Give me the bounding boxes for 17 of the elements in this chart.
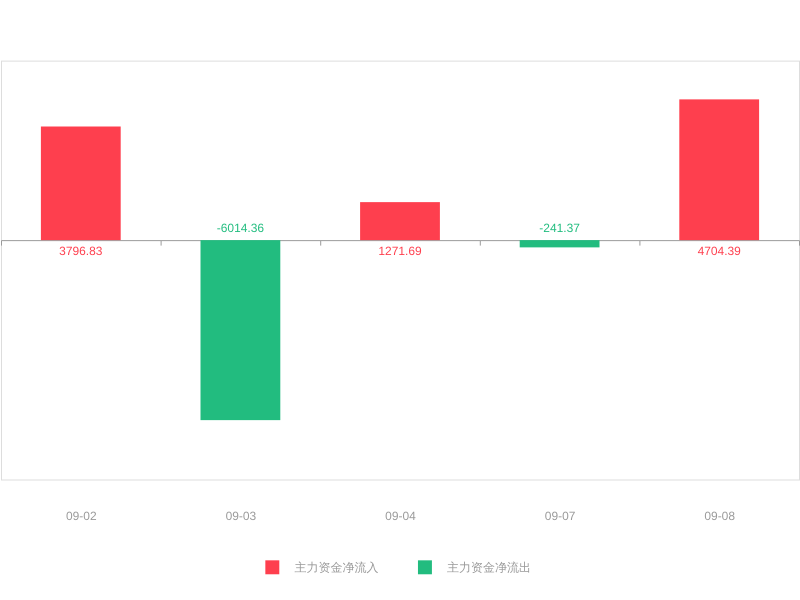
- bar: [679, 99, 760, 240]
- bar: [40, 126, 121, 240]
- data-label: -6014.36: [216, 221, 264, 236]
- legend-label: 主力资金净流入: [294, 560, 378, 574]
- data-label: 4704.39: [698, 244, 742, 258]
- data-label: 3796.83: [59, 244, 103, 258]
- bar: [200, 240, 280, 420]
- x-tick-label: 09-03: [226, 508, 257, 523]
- bar: [520, 240, 600, 248]
- bar: [360, 202, 440, 240]
- x-tick-label: 09-02: [66, 508, 97, 523]
- x-tick-label: 09-07: [544, 508, 576, 523]
- data-label: -241.37: [539, 221, 580, 236]
- data-label: 1271.69: [378, 244, 422, 258]
- x-tick-label: 09-04: [385, 508, 416, 523]
- x-tick-label: 09-08: [704, 508, 736, 523]
- legend-label: 主力资金净流出: [446, 560, 531, 574]
